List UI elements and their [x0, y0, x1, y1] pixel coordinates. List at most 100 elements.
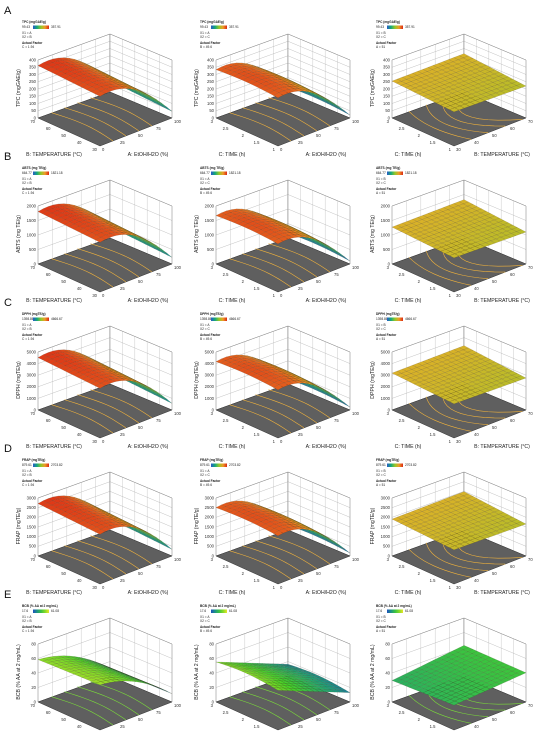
surface-patch	[320, 241, 331, 248]
legend-title: DPPH (mgTE/g)	[376, 312, 400, 316]
left-axis-tick: 40	[77, 578, 82, 583]
floor-contour-line	[242, 253, 305, 283]
z-tick-label: 60	[209, 656, 214, 661]
surface-patch	[260, 68, 271, 73]
wall-gridline	[37, 325, 173, 353]
right-axis-tick: 75	[334, 418, 339, 423]
coded-factor-x2: X2 = C	[376, 473, 387, 477]
z-axis-label: DPPH (mgTE/g)	[16, 361, 22, 399]
surface-patch	[449, 107, 460, 112]
left-axis-tick: 2.5	[223, 418, 229, 423]
left-axis-tick: 70	[30, 119, 35, 124]
z-tick-label: 50	[385, 108, 390, 113]
surface-patch	[458, 199, 469, 205]
right-axis-tick: 60	[510, 564, 515, 569]
surface-patch	[449, 103, 461, 108]
right-axis-label: A: EtOH/H2O (%)	[306, 298, 347, 304]
surface-patch	[299, 234, 309, 238]
left-axis-tick: 2	[418, 279, 421, 284]
surface-patch	[404, 85, 416, 91]
z-tick-label: 100	[29, 101, 37, 106]
left-axis-label: C: TIME (h)	[395, 444, 422, 450]
right-axis-tick: 40	[474, 140, 479, 145]
surface-patch	[459, 103, 470, 109]
actual-factor-value: B = 49.6	[200, 629, 212, 633]
z-tick-label: 4000	[381, 361, 391, 366]
legend-low-value: 879.61	[200, 463, 210, 467]
legend-low-value: 17.6	[22, 609, 28, 613]
surface-patch	[273, 88, 285, 93]
surface-patch	[423, 90, 434, 95]
legend-title: BCB (% AA at 2 mg/mL)	[200, 604, 236, 608]
z-tick-label: 0	[212, 261, 215, 266]
legend-low-value: 664.77	[22, 171, 32, 175]
surface-patch	[53, 349, 64, 354]
surface-patch	[277, 76, 288, 80]
z-tick-label: 2500	[27, 505, 37, 510]
legend-title: TPC (mgGAE/g)	[200, 20, 224, 24]
surface-patch	[135, 91, 146, 99]
surface-patch	[73, 59, 84, 64]
surface-patch	[420, 225, 431, 231]
z-tick-label: 350	[383, 65, 391, 70]
surface-patch	[440, 103, 451, 108]
right-axis-tick: 50	[492, 279, 497, 284]
surface-patch	[456, 66, 467, 71]
floor-contour-line	[77, 394, 140, 424]
surface-patch	[249, 67, 260, 70]
surface-patch	[75, 212, 87, 216]
right-axis-tick: 75	[156, 272, 161, 277]
floor-contour-line	[408, 257, 472, 286]
surface-patch	[136, 235, 147, 240]
surface-patch	[442, 209, 453, 215]
left-axis-tick: 2	[418, 133, 421, 138]
left-axis-tick: 60	[46, 564, 51, 569]
z-tick-label: 300	[29, 72, 37, 77]
surface-patch	[409, 87, 420, 93]
left-axis-tick: 1	[273, 439, 276, 444]
left-axis-tick: 40	[77, 140, 82, 145]
legend-title: ABTS (mg TE/g)	[200, 166, 224, 170]
surface-patch	[427, 96, 438, 101]
surface-patch	[62, 59, 74, 63]
surface-patch	[473, 225, 484, 231]
z-tick-label: 150	[29, 94, 37, 99]
right-axis-tick: 30	[456, 293, 461, 298]
z-tick-label: 2000	[381, 203, 391, 208]
left-axis-tick: 70	[30, 557, 35, 562]
right-axis-tick: 50	[316, 571, 321, 576]
surface-plot-dpph-2: 0 1000 2000 3000 4000 5000 DPPH (mgTE/g) 1 1.5 2 2…	[194, 312, 360, 450]
surface-patch	[115, 232, 127, 235]
surface-patch	[53, 203, 64, 208]
left-axis-tick: 30	[92, 147, 97, 152]
actual-factor-value: A = 51	[376, 337, 385, 341]
surface-patch	[317, 241, 328, 248]
surface-patch	[162, 104, 173, 112]
surface-patch	[467, 204, 478, 209]
surface-patch	[261, 78, 272, 82]
surface-patch	[462, 87, 473, 92]
legend-high-value: 2703.82	[405, 463, 417, 467]
legend: ABTS (mg TE/g)664.77 1821.18 X1 = AX2 = B A…	[22, 166, 63, 195]
surface-patch	[59, 73, 70, 79]
actual-factor-heading: Actual Factor	[200, 187, 221, 191]
floor-contour-line	[64, 253, 127, 283]
surface-patch	[495, 236, 506, 242]
floor-contour-plane	[215, 91, 351, 147]
right-axis-tick: 30	[456, 585, 461, 590]
z-tick-label: 2000	[27, 384, 37, 389]
right-axis-tick: 25	[298, 578, 303, 583]
left-axis-tick: 60	[46, 126, 51, 131]
z-tick-label: 5000	[381, 349, 391, 354]
floor-contour-plane	[37, 237, 173, 293]
actual-factor-value: B = 49.6	[200, 483, 212, 487]
surface-patch	[501, 84, 512, 90]
actual-factor-heading: Actual Factor	[376, 41, 397, 45]
right-axis-tick: 100	[352, 265, 360, 270]
surface-patch	[294, 86, 305, 90]
surface-patch	[248, 215, 260, 219]
